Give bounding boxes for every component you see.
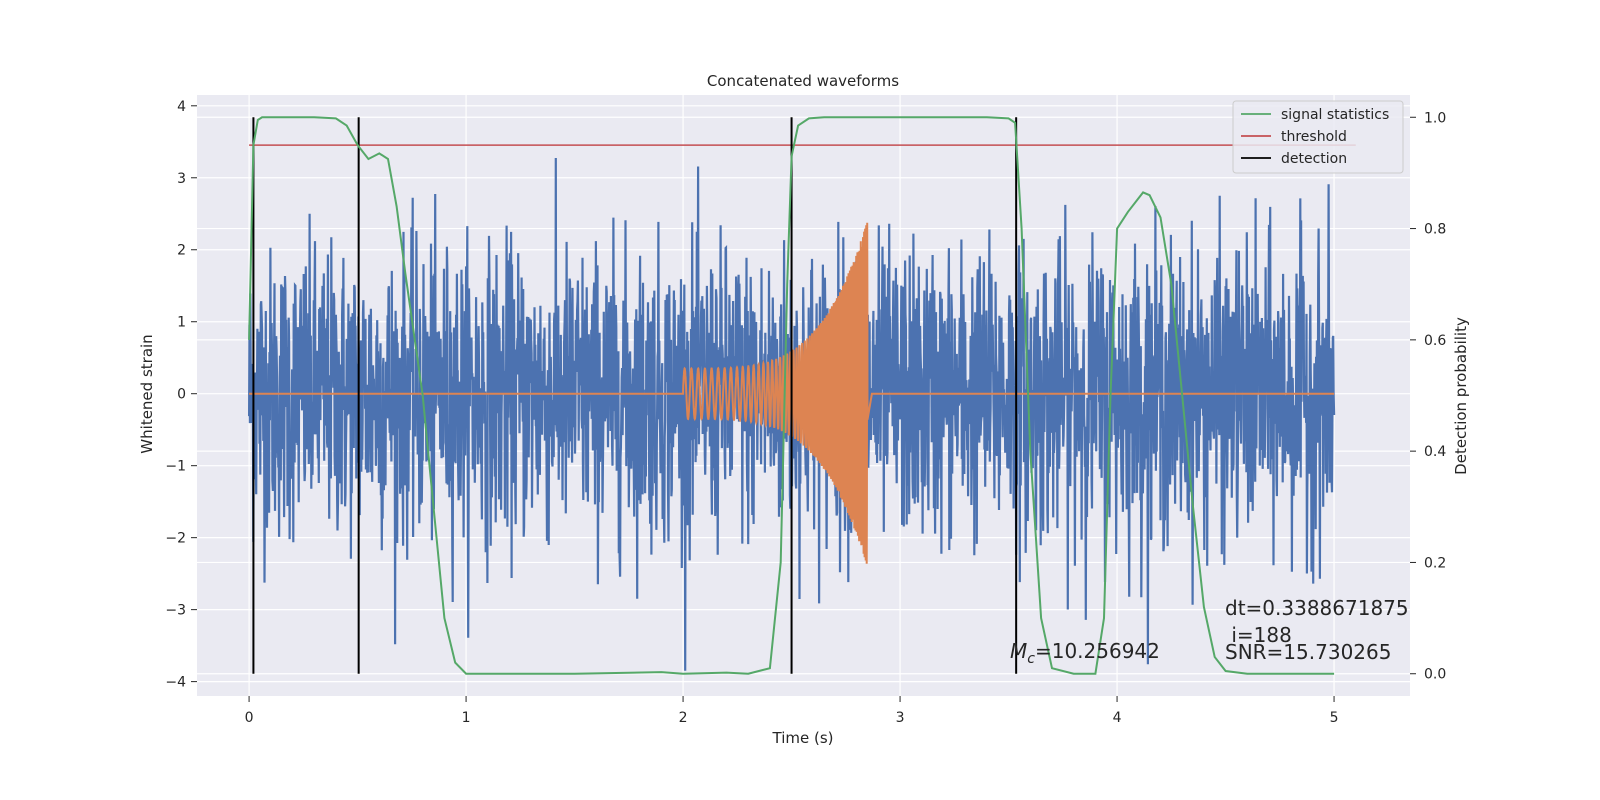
x-tick-label-4: 4 — [1113, 710, 1122, 726]
signal-statistics-line — [248, 116, 1335, 675]
y-axis-label: Whitened strain — [138, 334, 156, 453]
y2-axis-label: Detection probability — [1452, 317, 1470, 475]
y-tick-label-8: 4 — [177, 99, 186, 115]
chirp-mass-annotation: Mc=10.256942 — [1010, 639, 1160, 667]
y-tick-label-7: 3 — [177, 171, 186, 187]
legend: signal statistics threshold detection — [1232, 100, 1404, 174]
legend-threshold: threshold — [1281, 129, 1347, 145]
x-tick-label-3: 3 — [896, 710, 905, 726]
y2-tick-label-5: 1.0 — [1424, 110, 1446, 126]
y-tick-label-6: 2 — [177, 243, 186, 259]
y-tick-label-0: −4 — [165, 675, 186, 691]
legend-detection: detection — [1281, 151, 1347, 167]
x-tick-label-2: 2 — [679, 710, 688, 726]
x-tick-label-0: 0 — [245, 710, 254, 726]
y2-tick-label-4: 0.8 — [1424, 222, 1446, 238]
legend-signal-statistics: signal statistics — [1281, 107, 1389, 123]
bottom-axis-ticks: 0 1 2 3 4 5 — [245, 696, 1339, 726]
y-tick-label-3: −1 — [165, 459, 186, 475]
chirp-mass-symbol: M — [1010, 639, 1027, 663]
chirp-mass-value: =10.256942 — [1035, 639, 1160, 663]
index-annotation: i=188 — [1225, 623, 1292, 647]
dt-annotation: dt=0.3388671875 — [1225, 596, 1409, 620]
right-axis-ticks: 0.0 0.2 0.4 0.6 0.8 1.0 — [1410, 110, 1446, 683]
legend-box — [1232, 100, 1404, 174]
injected-chirp-series — [249, 222, 1335, 564]
x-tick-label-1: 1 — [462, 710, 471, 726]
y-tick-label-5: 1 — [177, 315, 186, 331]
y-tick-label-2: −2 — [165, 531, 186, 547]
left-axis-ticks: −4 −3 −2 −1 0 1 2 3 4 — [165, 99, 197, 691]
chirp-mass-subscript: c — [1027, 651, 1035, 667]
y2-tick-label-3: 0.6 — [1424, 333, 1446, 349]
x-tick-label-5: 5 — [1330, 710, 1339, 726]
y2-tick-label-0: 0.0 — [1424, 667, 1446, 683]
detection-lines — [252, 117, 1018, 674]
y2-tick-label-1: 0.2 — [1424, 555, 1446, 571]
y-tick-label-1: −3 — [165, 603, 186, 619]
x-axis-label: Time (s) — [772, 729, 834, 747]
y-tick-label-4: 0 — [177, 387, 186, 403]
chart-title: Concatenated waveforms — [707, 72, 899, 90]
y2-tick-label-2: 0.4 — [1424, 444, 1446, 460]
snr-annotation: SNR=15.730265 — [1225, 640, 1391, 664]
